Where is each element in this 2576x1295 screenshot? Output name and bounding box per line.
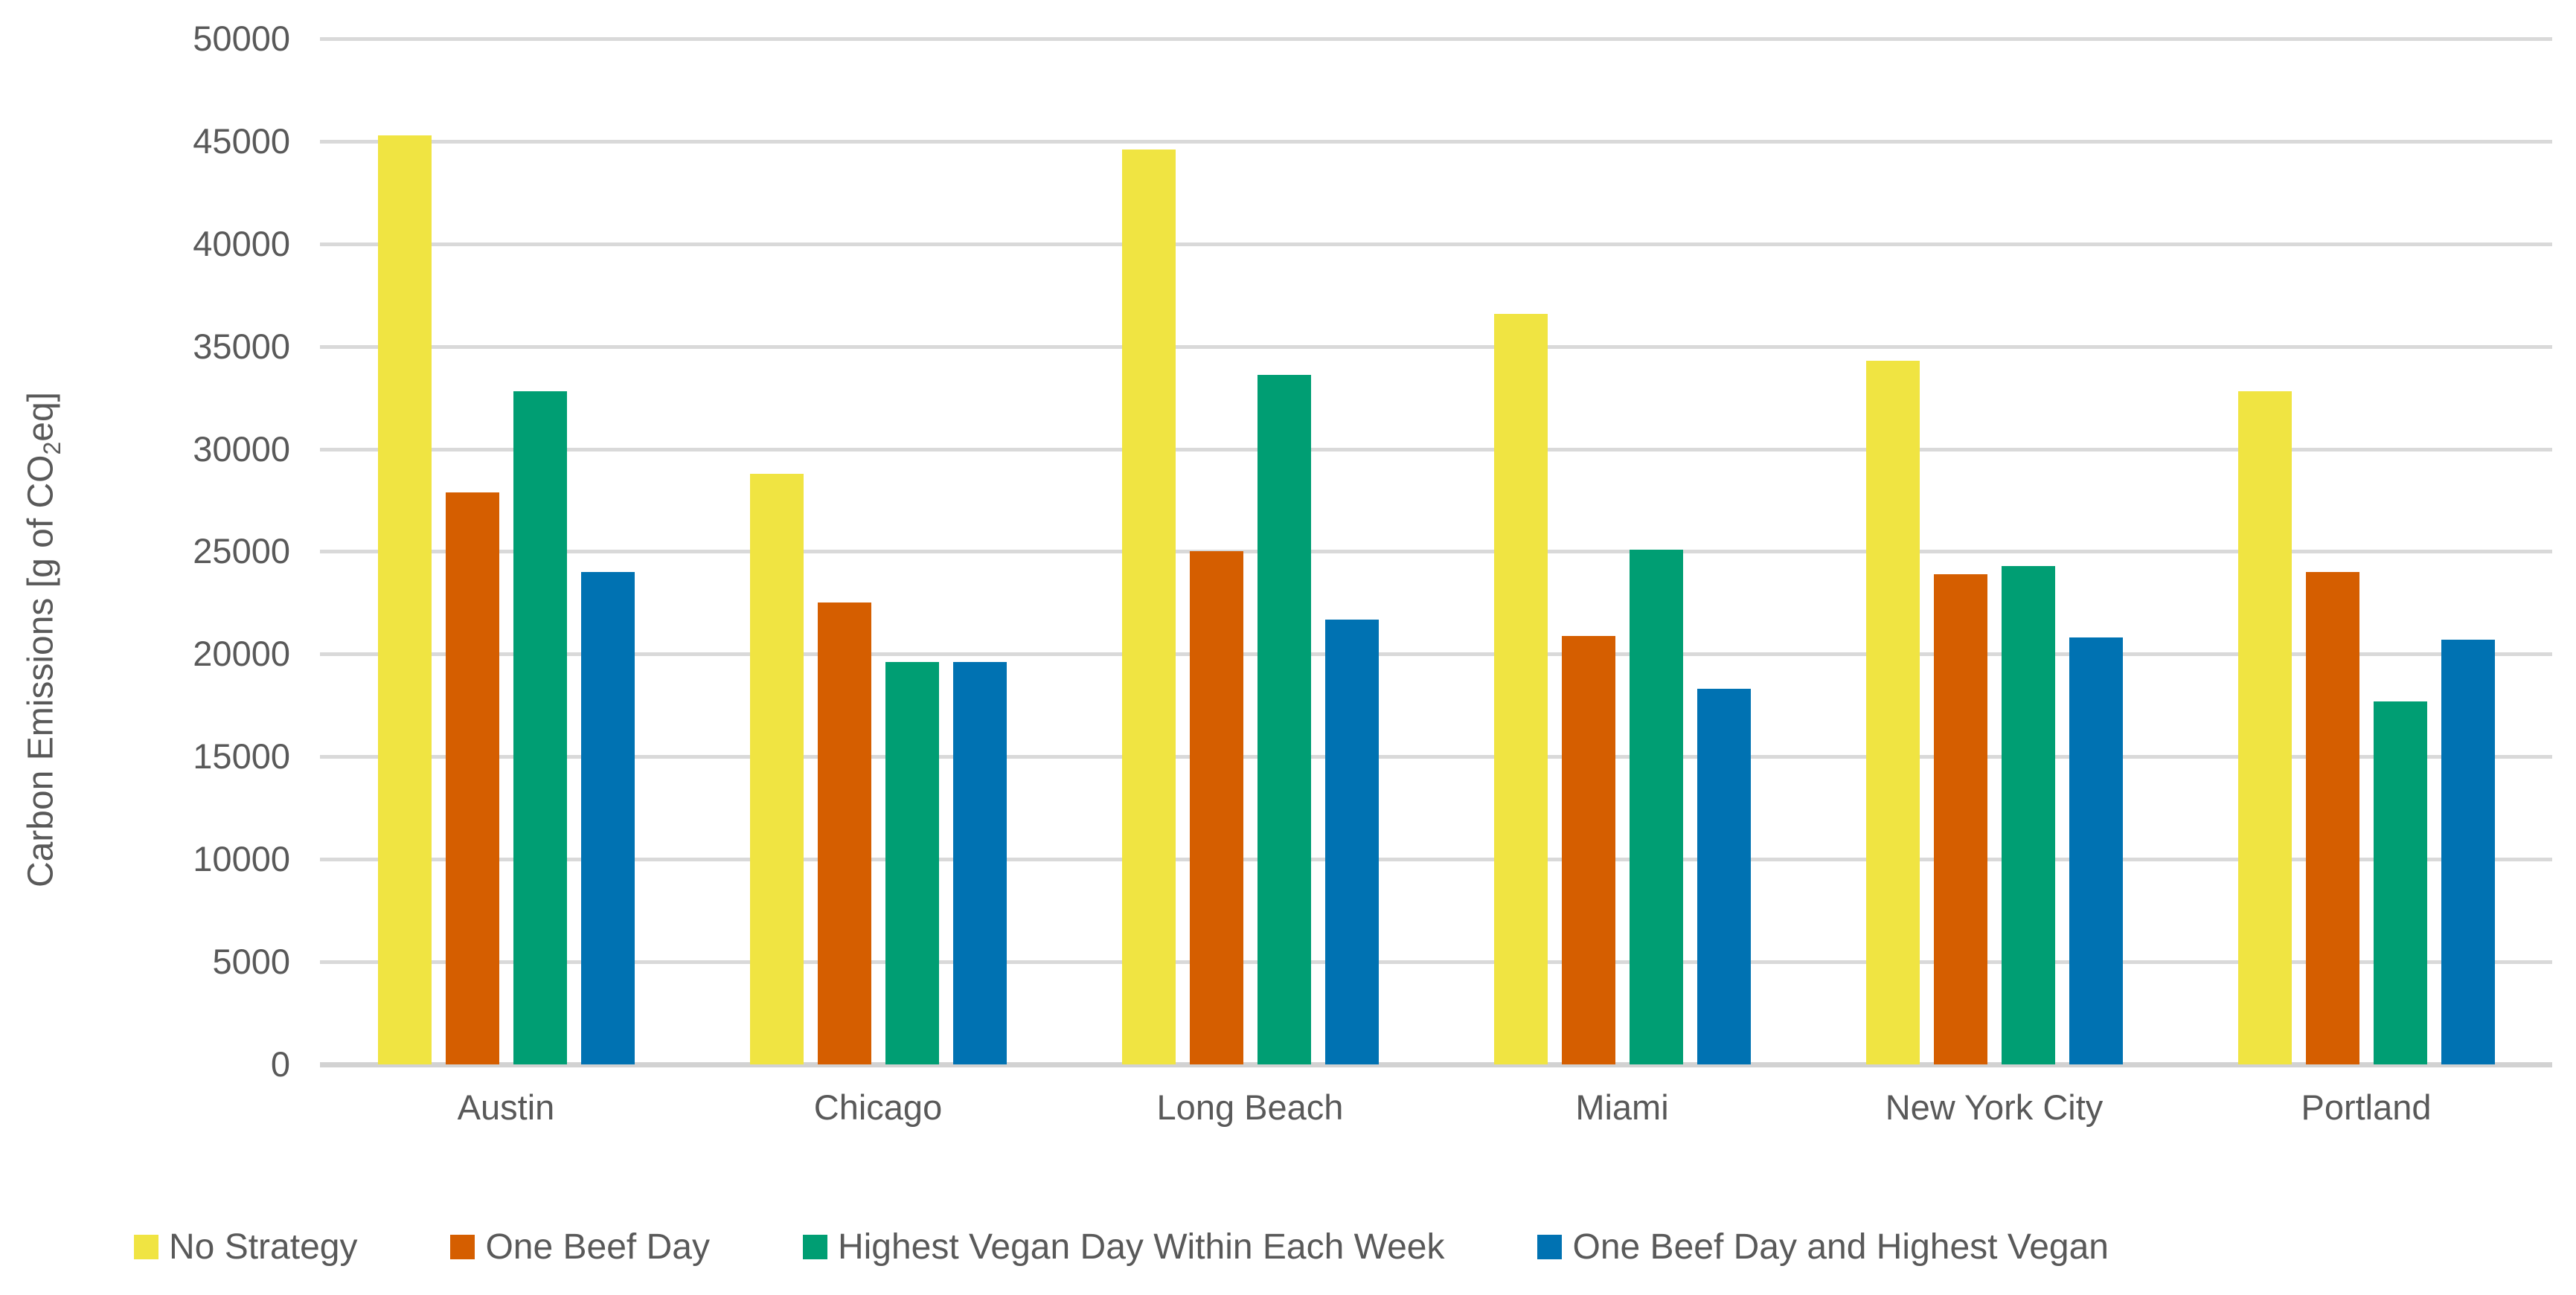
- bar-new-york-city-series-1: [1865, 361, 1920, 1064]
- y-tick-label-25000: 25000: [193, 531, 290, 571]
- category-label-chicago: Chicago: [813, 1087, 943, 1127]
- legend-label: One Beef Day and Highest Vegan: [1572, 1227, 2109, 1267]
- bar-chicago-series-1: [749, 474, 804, 1064]
- bar-portland-series-4: [2441, 640, 2495, 1064]
- y-tick-label-50000: 50000: [193, 19, 290, 58]
- bar-portland-series-2: [2305, 572, 2359, 1064]
- bar-new-york-city-series-4: [2069, 637, 2123, 1064]
- legend-swatch-icon: [450, 1234, 475, 1259]
- legend-item-4: One Beef Day and Highest Vegan: [1537, 1227, 2109, 1267]
- bar-austin-series-4: [580, 572, 635, 1064]
- bar-chicago-series-3: [885, 662, 939, 1064]
- bar-austin-series-2: [445, 492, 499, 1064]
- category-label-long-beach: Long Beach: [1156, 1087, 1344, 1127]
- gridline-10000: [320, 858, 2552, 861]
- gridline-50000: [320, 37, 2552, 41]
- y-tick-label-20000: 20000: [193, 634, 290, 673]
- gridline-40000: [320, 242, 2552, 246]
- gridline-5000: [320, 960, 2552, 964]
- bar-miami-series-2: [1561, 636, 1615, 1064]
- y-tick-label-15000: 15000: [193, 736, 290, 776]
- gridline-20000: [320, 652, 2552, 656]
- bar-long-beach-series-4: [1324, 620, 1379, 1064]
- bar-long-beach-series-3: [1257, 375, 1311, 1064]
- gridline-45000: [320, 140, 2552, 144]
- legend-label: No Strategy: [169, 1227, 358, 1267]
- y-tick-label-40000: 40000: [193, 224, 290, 263]
- bar-austin-series-3: [513, 391, 567, 1064]
- bar-long-beach-series-1: [1121, 150, 1176, 1064]
- legend-label: Highest Vegan Day Within Each Week: [837, 1227, 1445, 1267]
- legend-label: One Beef Day: [485, 1227, 710, 1267]
- y-tick-label-30000: 30000: [193, 429, 290, 469]
- gridline-25000: [320, 550, 2552, 553]
- bar-miami-series-3: [1629, 550, 1683, 1064]
- bar-miami-series-4: [1696, 689, 1751, 1064]
- y-tick-label-0: 0: [270, 1044, 290, 1084]
- legend: No Strategy One Beef Day Highest Vegan Day…: [134, 1220, 2109, 1273]
- bar-portland-series-1: [2237, 391, 2292, 1064]
- gridline-0: [320, 1062, 2552, 1067]
- bar-long-beach-series-2: [1189, 551, 1243, 1064]
- legend-swatch-icon: [802, 1234, 827, 1259]
- bar-miami-series-1: [1493, 314, 1548, 1064]
- bar-new-york-city-series-3: [2001, 566, 2055, 1064]
- gridline-35000: [320, 345, 2552, 349]
- y-tick-label-35000: 35000: [193, 327, 290, 366]
- bar-new-york-city-series-2: [1933, 574, 1987, 1064]
- bar-portland-series-3: [2373, 701, 2427, 1064]
- bar-chicago-series-4: [952, 662, 1007, 1064]
- legend-item-3: Highest Vegan Day Within Each Week: [802, 1227, 1445, 1267]
- legend-item-2: One Beef Day: [450, 1227, 710, 1267]
- legend-swatch-icon: [134, 1234, 158, 1259]
- category-label-new-york-city: New York City: [1885, 1087, 2104, 1127]
- gridline-30000: [320, 448, 2552, 452]
- category-label-portland: Portland: [2301, 1087, 2432, 1127]
- bar-chicago-series-2: [817, 602, 871, 1064]
- y-tick-label-10000: 10000: [193, 839, 290, 878]
- gridline-15000: [320, 755, 2552, 759]
- bar-austin-series-1: [377, 135, 432, 1064]
- legend-swatch-icon: [1537, 1234, 1563, 1259]
- category-label-austin: Austin: [457, 1087, 555, 1127]
- category-label-miami: Miami: [1575, 1087, 1669, 1127]
- y-tick-label-5000: 5000: [212, 942, 290, 981]
- y-tick-label-45000: 45000: [193, 121, 290, 161]
- legend-item-1: No Strategy: [134, 1227, 357, 1267]
